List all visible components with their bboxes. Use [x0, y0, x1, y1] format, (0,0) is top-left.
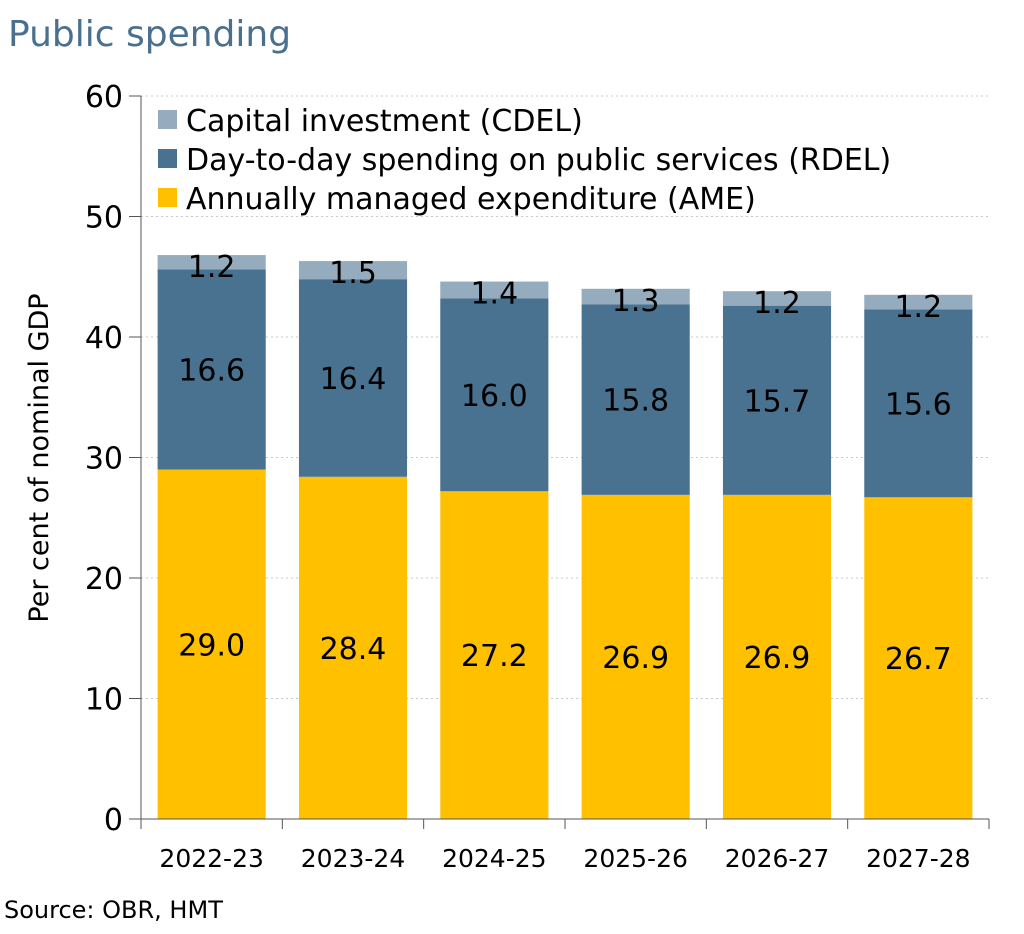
- x-tick-label: 2024-25: [442, 844, 546, 873]
- y-tick-label: 20: [85, 562, 123, 597]
- bars: 29.0 16.6 1.2 28.4 16.4 1.5 27.2 16.0 1.4 26.9 15.…: [157, 250, 973, 819]
- data-label: 16.4: [320, 362, 387, 397]
- legend-swatch: [158, 188, 177, 207]
- bar-segment: [581, 304, 690, 495]
- y-tick-label: 0: [104, 803, 123, 838]
- gridlines: [141, 95, 989, 699]
- data-label: 16.6: [178, 354, 245, 389]
- bar-segment: [298, 279, 408, 477]
- data-label: 26.9: [744, 641, 811, 676]
- data-label: 16.0: [461, 379, 528, 414]
- x-tick-label: 2025-26: [583, 844, 687, 873]
- y-axis-label: Per cent of nominal GDP: [24, 293, 55, 622]
- data-label: 1.2: [894, 290, 942, 325]
- y-tick-label: 40: [85, 321, 123, 356]
- data-label: 15.7: [744, 384, 811, 419]
- bar-segment: [157, 255, 266, 270]
- data-label: 1.2: [753, 286, 801, 321]
- legend: Capital investment (CDEL) Day-to-day spen…: [158, 104, 891, 217]
- legend-label: Capital investment (CDEL): [186, 104, 583, 139]
- data-label: 27.2: [461, 639, 528, 674]
- bar-segment: [581, 288, 690, 305]
- bar-segment: [298, 476, 408, 819]
- y-tick-label: 30: [85, 442, 123, 477]
- data-label: 1.5: [329, 256, 377, 291]
- data-label: 26.9: [602, 641, 669, 676]
- legend-label: Annually managed expenditure (AME): [186, 182, 756, 217]
- legend-label: Day-to-day spending on public services (…: [186, 143, 891, 178]
- source-note: Source: OBR, HMT: [4, 896, 223, 924]
- y-tick-label: 50: [85, 201, 123, 236]
- bar-segment: [157, 269, 266, 470]
- x-tick-label: 2023-24: [301, 844, 405, 873]
- data-label: 28.4: [320, 632, 387, 667]
- bar-segment: [440, 281, 549, 299]
- x-tick-label: 2027-28: [866, 844, 970, 873]
- data-label: 15.8: [602, 384, 669, 419]
- data-label: 26.7: [885, 642, 952, 677]
- data-label: 29.0: [178, 628, 245, 663]
- bar-segment: [722, 291, 832, 306]
- bar-segment: [722, 494, 832, 819]
- y-tick-label: 60: [85, 80, 123, 115]
- axes: 0 10 20 30 40 50 60 2022-23 2023-24 2024-25 2025-2…: [85, 80, 990, 873]
- bar-segment: [864, 294, 973, 310]
- bar-segment: [157, 469, 266, 819]
- bar-segment: [581, 494, 690, 819]
- data-label: 1.4: [470, 277, 518, 312]
- legend-swatch: [158, 110, 177, 129]
- chart-title: Public spending: [8, 14, 291, 55]
- bar-segment: [864, 309, 973, 498]
- y-tick-label: 10: [85, 683, 123, 718]
- bar-segment: [440, 298, 549, 492]
- bar-segment: [864, 497, 973, 819]
- bar-segment: [440, 491, 549, 819]
- data-label: 1.2: [188, 250, 236, 285]
- x-tick-label: 2022-23: [159, 844, 263, 873]
- x-tick-label: 2026-27: [725, 844, 829, 873]
- data-label: 15.6: [885, 387, 952, 422]
- bar-segment: [722, 305, 832, 495]
- legend-swatch: [158, 149, 177, 168]
- data-label: 1.3: [612, 284, 660, 319]
- bar-segment: [298, 261, 408, 280]
